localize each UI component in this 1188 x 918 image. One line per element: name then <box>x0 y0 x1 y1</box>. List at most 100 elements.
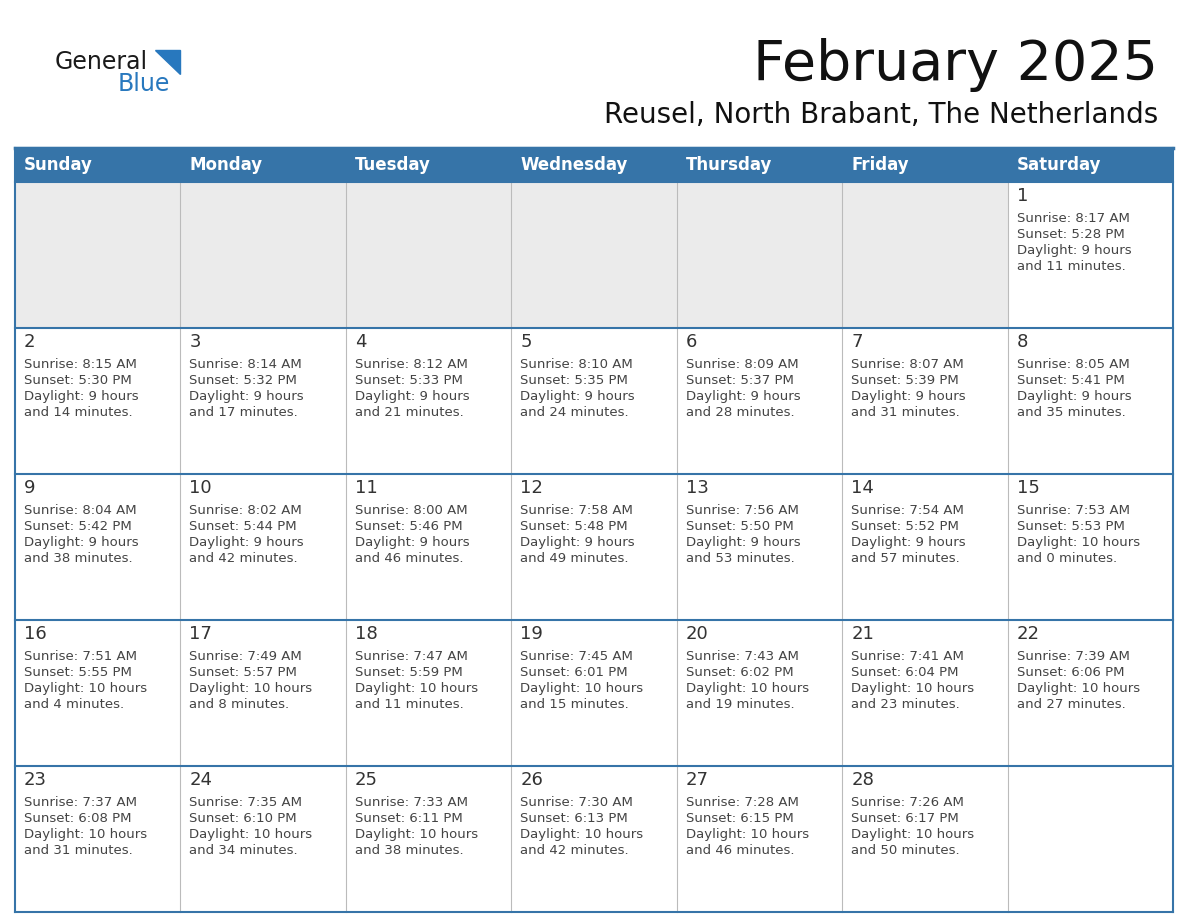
Text: 17: 17 <box>189 625 213 643</box>
Text: Daylight: 9 hours: Daylight: 9 hours <box>355 536 469 549</box>
Text: Sunrise: 8:17 AM: Sunrise: 8:17 AM <box>1017 212 1130 225</box>
Text: 2: 2 <box>24 333 36 351</box>
Text: and 4 minutes.: and 4 minutes. <box>24 698 124 711</box>
Text: and 0 minutes.: and 0 minutes. <box>1017 552 1117 565</box>
Text: Sunset: 6:04 PM: Sunset: 6:04 PM <box>851 666 959 679</box>
Text: and 34 minutes.: and 34 minutes. <box>189 844 298 857</box>
Text: Daylight: 9 hours: Daylight: 9 hours <box>24 390 139 403</box>
Text: Daylight: 9 hours: Daylight: 9 hours <box>1017 244 1131 257</box>
Text: 6: 6 <box>685 333 697 351</box>
Text: Sunrise: 7:28 AM: Sunrise: 7:28 AM <box>685 796 798 809</box>
Text: Sunset: 5:59 PM: Sunset: 5:59 PM <box>355 666 462 679</box>
Text: Sunset: 6:08 PM: Sunset: 6:08 PM <box>24 812 132 825</box>
Text: and 8 minutes.: and 8 minutes. <box>189 698 290 711</box>
Text: Sunset: 5:33 PM: Sunset: 5:33 PM <box>355 374 463 387</box>
Text: Daylight: 9 hours: Daylight: 9 hours <box>189 536 304 549</box>
Text: Sunset: 5:44 PM: Sunset: 5:44 PM <box>189 520 297 533</box>
Text: 26: 26 <box>520 771 543 789</box>
Text: 9: 9 <box>24 479 36 497</box>
Text: 24: 24 <box>189 771 213 789</box>
Text: Sunset: 5:53 PM: Sunset: 5:53 PM <box>1017 520 1125 533</box>
Text: Daylight: 9 hours: Daylight: 9 hours <box>24 536 139 549</box>
Text: Sunrise: 7:43 AM: Sunrise: 7:43 AM <box>685 650 798 663</box>
Text: Daylight: 9 hours: Daylight: 9 hours <box>851 536 966 549</box>
Text: Sunrise: 7:35 AM: Sunrise: 7:35 AM <box>189 796 303 809</box>
Text: 1: 1 <box>1017 187 1028 205</box>
Text: Sunset: 5:32 PM: Sunset: 5:32 PM <box>189 374 297 387</box>
Text: and 31 minutes.: and 31 minutes. <box>24 844 133 857</box>
Text: Sunrise: 7:30 AM: Sunrise: 7:30 AM <box>520 796 633 809</box>
Text: Daylight: 9 hours: Daylight: 9 hours <box>520 536 634 549</box>
Text: 19: 19 <box>520 625 543 643</box>
Text: Daylight: 10 hours: Daylight: 10 hours <box>1017 682 1139 695</box>
Text: Daylight: 10 hours: Daylight: 10 hours <box>851 682 974 695</box>
Text: Sunrise: 7:56 AM: Sunrise: 7:56 AM <box>685 504 798 517</box>
Text: Sunrise: 7:53 AM: Sunrise: 7:53 AM <box>1017 504 1130 517</box>
Text: Sunrise: 7:45 AM: Sunrise: 7:45 AM <box>520 650 633 663</box>
Text: Friday: Friday <box>851 156 909 174</box>
Text: 12: 12 <box>520 479 543 497</box>
Text: and 19 minutes.: and 19 minutes. <box>685 698 795 711</box>
Text: Sunset: 5:35 PM: Sunset: 5:35 PM <box>520 374 628 387</box>
Text: Daylight: 9 hours: Daylight: 9 hours <box>685 390 801 403</box>
Text: Sunset: 5:42 PM: Sunset: 5:42 PM <box>24 520 132 533</box>
Text: and 53 minutes.: and 53 minutes. <box>685 552 795 565</box>
Text: 21: 21 <box>851 625 874 643</box>
Text: Sunset: 5:55 PM: Sunset: 5:55 PM <box>24 666 132 679</box>
Text: Monday: Monday <box>189 156 263 174</box>
Text: and 49 minutes.: and 49 minutes. <box>520 552 628 565</box>
Text: Daylight: 10 hours: Daylight: 10 hours <box>355 828 478 841</box>
Text: 18: 18 <box>355 625 378 643</box>
Text: 11: 11 <box>355 479 378 497</box>
Text: Sunset: 5:28 PM: Sunset: 5:28 PM <box>1017 228 1124 241</box>
Text: and 42 minutes.: and 42 minutes. <box>520 844 628 857</box>
Text: and 28 minutes.: and 28 minutes. <box>685 406 795 419</box>
Text: and 38 minutes.: and 38 minutes. <box>24 552 133 565</box>
Text: 14: 14 <box>851 479 874 497</box>
Text: Daylight: 9 hours: Daylight: 9 hours <box>189 390 304 403</box>
Text: 10: 10 <box>189 479 211 497</box>
Text: Daylight: 10 hours: Daylight: 10 hours <box>189 682 312 695</box>
Text: Saturday: Saturday <box>1017 156 1101 174</box>
Text: 23: 23 <box>24 771 48 789</box>
Text: 27: 27 <box>685 771 709 789</box>
Text: Sunday: Sunday <box>24 156 93 174</box>
Text: Blue: Blue <box>118 72 170 96</box>
Text: Sunset: 5:48 PM: Sunset: 5:48 PM <box>520 520 628 533</box>
Text: Sunrise: 8:12 AM: Sunrise: 8:12 AM <box>355 358 468 371</box>
Text: Sunset: 5:39 PM: Sunset: 5:39 PM <box>851 374 959 387</box>
Text: Sunrise: 8:09 AM: Sunrise: 8:09 AM <box>685 358 798 371</box>
Text: Sunset: 5:37 PM: Sunset: 5:37 PM <box>685 374 794 387</box>
Text: Wednesday: Wednesday <box>520 156 627 174</box>
Text: Sunrise: 7:47 AM: Sunrise: 7:47 AM <box>355 650 468 663</box>
Text: Daylight: 9 hours: Daylight: 9 hours <box>685 536 801 549</box>
Text: Sunset: 6:15 PM: Sunset: 6:15 PM <box>685 812 794 825</box>
Text: Sunset: 5:30 PM: Sunset: 5:30 PM <box>24 374 132 387</box>
Text: and 38 minutes.: and 38 minutes. <box>355 844 463 857</box>
Text: General: General <box>55 50 148 74</box>
Text: Sunrise: 7:26 AM: Sunrise: 7:26 AM <box>851 796 963 809</box>
Text: 20: 20 <box>685 625 708 643</box>
Text: Sunrise: 8:15 AM: Sunrise: 8:15 AM <box>24 358 137 371</box>
Text: and 11 minutes.: and 11 minutes. <box>1017 260 1125 273</box>
Text: Daylight: 10 hours: Daylight: 10 hours <box>1017 536 1139 549</box>
Text: Sunrise: 8:04 AM: Sunrise: 8:04 AM <box>24 504 137 517</box>
Text: Sunrise: 7:54 AM: Sunrise: 7:54 AM <box>851 504 963 517</box>
Text: Sunset: 5:50 PM: Sunset: 5:50 PM <box>685 520 794 533</box>
Text: and 35 minutes.: and 35 minutes. <box>1017 406 1125 419</box>
Text: 8: 8 <box>1017 333 1028 351</box>
Text: Sunset: 6:13 PM: Sunset: 6:13 PM <box>520 812 628 825</box>
Text: Sunrise: 8:07 AM: Sunrise: 8:07 AM <box>851 358 963 371</box>
Text: 5: 5 <box>520 333 532 351</box>
Text: Tuesday: Tuesday <box>355 156 431 174</box>
Polygon shape <box>154 50 181 74</box>
Text: Sunrise: 8:02 AM: Sunrise: 8:02 AM <box>189 504 302 517</box>
Text: Daylight: 10 hours: Daylight: 10 hours <box>685 828 809 841</box>
Text: Daylight: 10 hours: Daylight: 10 hours <box>685 682 809 695</box>
Text: 3: 3 <box>189 333 201 351</box>
Text: and 21 minutes.: and 21 minutes. <box>355 406 463 419</box>
Text: 28: 28 <box>851 771 874 789</box>
Text: 25: 25 <box>355 771 378 789</box>
Text: Sunset: 5:41 PM: Sunset: 5:41 PM <box>1017 374 1124 387</box>
Text: Sunrise: 7:39 AM: Sunrise: 7:39 AM <box>1017 650 1130 663</box>
